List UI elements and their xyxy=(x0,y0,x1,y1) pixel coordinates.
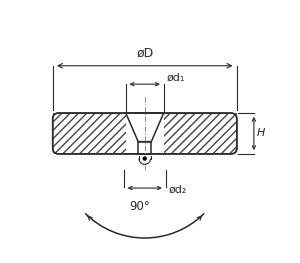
Text: 90°: 90° xyxy=(129,200,150,213)
FancyBboxPatch shape xyxy=(53,113,237,154)
Text: H: H xyxy=(257,128,266,139)
Circle shape xyxy=(143,157,146,160)
Bar xyxy=(164,113,237,154)
Text: ød₂: ød₂ xyxy=(168,184,187,194)
Text: ød₁: ød₁ xyxy=(166,73,185,83)
Bar xyxy=(138,141,151,154)
Polygon shape xyxy=(126,113,164,141)
Bar xyxy=(53,113,126,154)
Text: øD: øD xyxy=(136,47,153,60)
